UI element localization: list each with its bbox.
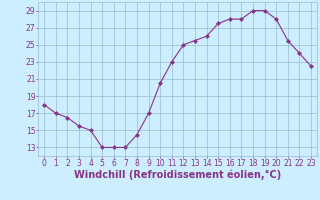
- X-axis label: Windchill (Refroidissement éolien,°C): Windchill (Refroidissement éolien,°C): [74, 169, 281, 180]
